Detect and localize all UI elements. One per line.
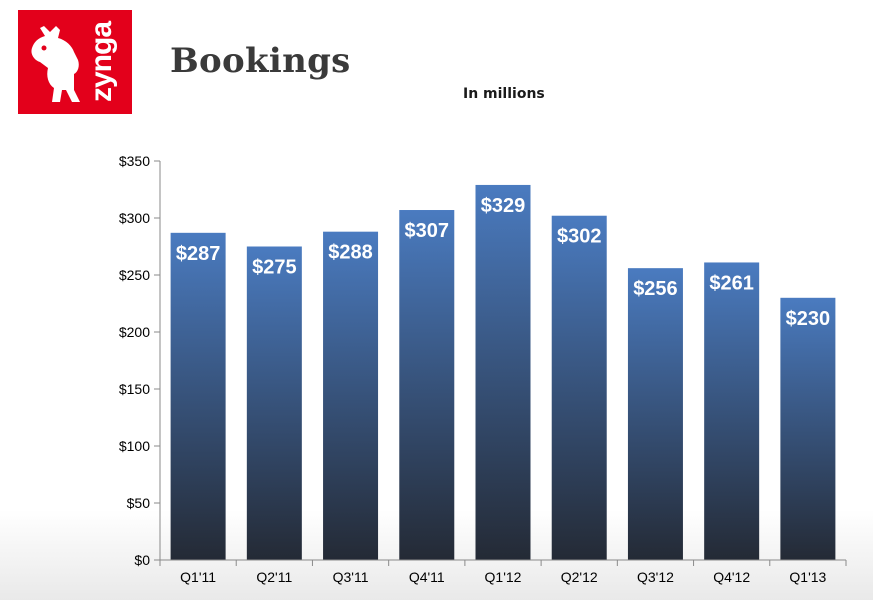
zynga-dog-icon xyxy=(31,26,80,102)
bars: $287 $275 $288 $307 $329 $302 $256 $261 $230 xyxy=(170,184,836,560)
bar xyxy=(246,246,302,560)
bar xyxy=(627,268,683,560)
bar-value-label: $288 xyxy=(328,242,373,264)
chart-subtitle: In millions xyxy=(463,86,545,102)
y-tick-label: $250 xyxy=(119,267,150,283)
bar xyxy=(704,262,760,560)
y-tick-label: $200 xyxy=(119,324,150,340)
x-tick-label: Q4'11 xyxy=(409,569,445,585)
registered-mark: ® xyxy=(140,23,146,32)
x-tick-label: Q3'11 xyxy=(333,569,369,585)
y-tick-label: $150 xyxy=(119,381,150,397)
y-tick-label: $350 xyxy=(119,153,150,169)
x-tick-label: Q4'12 xyxy=(713,569,750,585)
y-tick-label: $0 xyxy=(134,552,150,568)
bar-value-label: $261 xyxy=(709,272,754,294)
x-axis: Q1'11 Q2'11 Q3'11 Q4'11 Q1'12 Q2'12 Q3'12 Q4'12… xyxy=(159,559,847,585)
y-tick-label: $100 xyxy=(119,438,150,454)
bar-value-label: $302 xyxy=(557,226,602,248)
zynga-logo: zynga ® xyxy=(18,10,146,114)
y-tick-label: $50 xyxy=(127,495,151,511)
bar-value-label: $287 xyxy=(176,243,221,265)
bar xyxy=(780,297,836,560)
x-tick-label: Q1'13 xyxy=(789,569,826,585)
bar-value-label: $307 xyxy=(405,220,450,242)
bar-value-label: $230 xyxy=(786,308,831,330)
x-tick-label: Q2'12 xyxy=(561,569,598,585)
bar xyxy=(551,215,607,560)
x-tick-label: Q1'12 xyxy=(485,569,522,585)
bar xyxy=(399,210,455,560)
bar xyxy=(323,231,379,560)
bar-value-label: $256 xyxy=(633,278,678,300)
page-title: Bookings xyxy=(170,41,351,81)
bar-value-label: $329 xyxy=(481,195,526,217)
x-tick-label: Q3'12 xyxy=(637,569,674,585)
bar xyxy=(475,184,531,560)
x-tick-label: Q2'11 xyxy=(256,569,292,585)
y-axis: $0 $50 $100 $150 $200 $250 $300 $350 xyxy=(119,153,161,568)
x-tick-label: Q1'11 xyxy=(180,569,216,585)
bar xyxy=(170,232,226,560)
bar-value-label: $275 xyxy=(252,257,297,279)
y-tick-label: $300 xyxy=(119,210,150,226)
